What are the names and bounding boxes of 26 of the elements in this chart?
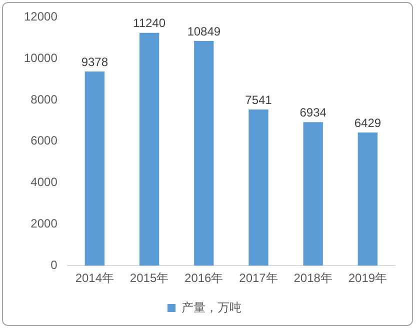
y-tick-label: 4000 xyxy=(30,175,58,190)
y-tick-label: 8000 xyxy=(30,92,58,106)
data-label: 7541 xyxy=(245,92,272,107)
y-tick-label: 0 xyxy=(50,258,58,272)
y-tick-label: 10000 xyxy=(24,50,58,65)
x-tick-label: 2018年 xyxy=(294,271,332,286)
bar xyxy=(358,132,378,266)
data-label: 6934 xyxy=(300,105,327,120)
data-label: 11240 xyxy=(133,16,166,30)
bar xyxy=(84,71,104,266)
y-tick-label: 2000 xyxy=(30,216,58,231)
bar xyxy=(194,41,214,266)
y-tick-label: 12000 xyxy=(24,10,58,24)
x-tick-label: 2014年 xyxy=(75,271,114,286)
x-tick-label: 2015年 xyxy=(130,271,169,286)
legend-label: 产量，万吨 xyxy=(182,300,242,314)
data-label: 9378 xyxy=(81,54,108,69)
x-tick-label: 2016年 xyxy=(184,271,224,286)
y-tick-label: 6000 xyxy=(30,134,58,148)
data-label: 6429 xyxy=(354,116,382,130)
bar xyxy=(248,110,268,266)
data-label: 10849 xyxy=(187,24,221,38)
bar xyxy=(303,122,323,266)
x-tick-label: 2017年 xyxy=(239,271,278,286)
bar xyxy=(139,32,160,266)
x-tick-label: 2019年 xyxy=(348,271,388,286)
